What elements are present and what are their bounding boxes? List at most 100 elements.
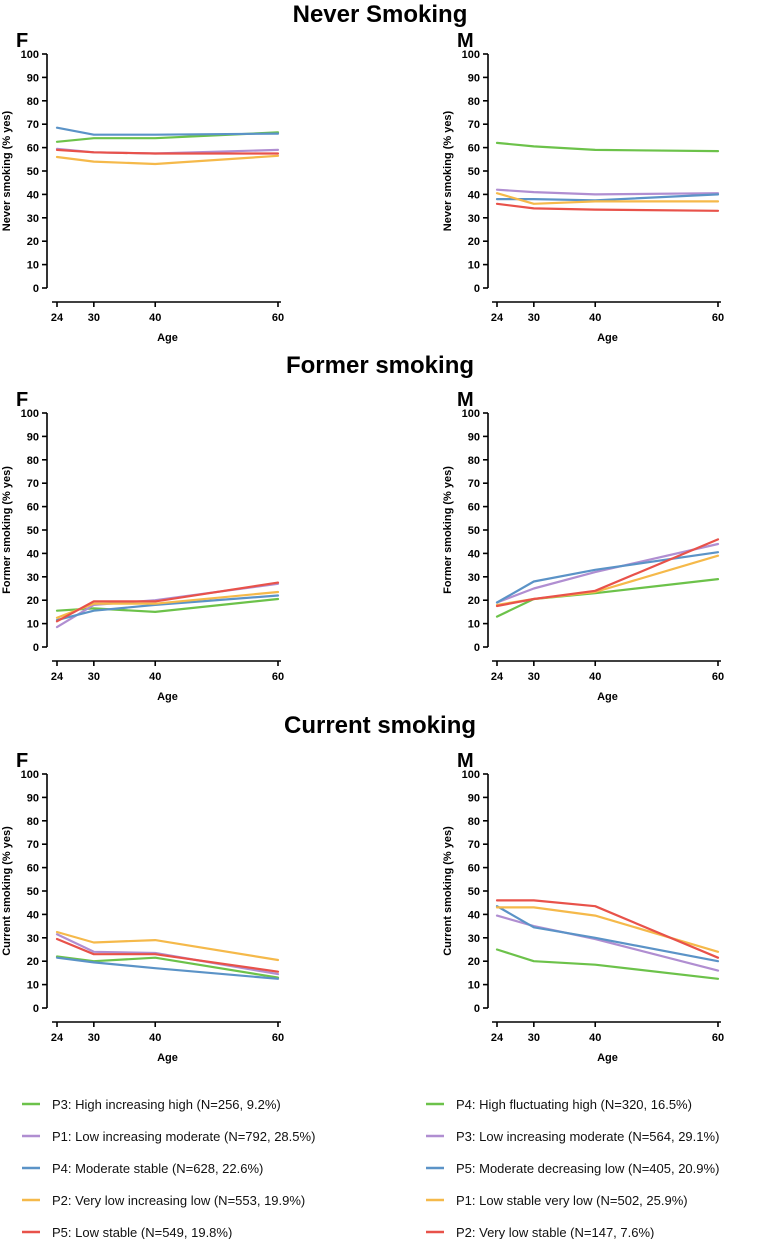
y-tick-label: 70	[468, 119, 480, 131]
y-tick-label: 10	[27, 619, 39, 631]
x-tick-label: 24	[491, 671, 504, 683]
y-tick-label: 60	[468, 502, 480, 514]
y-tick-label: 30	[27, 213, 39, 225]
y-tick-label: 70	[468, 839, 480, 851]
y-tick-label: 10	[468, 260, 480, 272]
series-line-green	[55, 131, 280, 143]
y-tick-label: 60	[468, 863, 480, 875]
y-tick-label: 10	[468, 980, 480, 992]
y-tick-label: 0	[474, 642, 480, 654]
legend-label: P3: Low increasing moderate (N=564, 29.1…	[456, 1129, 719, 1144]
legend-label: P5: Low stable (N=549, 19.8%)	[52, 1225, 232, 1239]
chart-panel-never-smoking-M: M 0 10 20 30 40 50 60 70 80 90 100 24 30 40 60 Age Never …	[442, 30, 724, 344]
x-axis-title: Age	[597, 1052, 618, 1064]
x-tick-label: 24	[491, 312, 504, 324]
legend: P3: High increasing high (N=256, 9.2%) P1…	[22, 1097, 719, 1239]
y-tick-label: 10	[468, 619, 480, 631]
y-tick-label: 100	[21, 408, 39, 420]
y-tick-label: 30	[468, 213, 480, 225]
x-tick-label: 30	[528, 671, 540, 683]
series-line-orange	[55, 930, 280, 962]
y-tick-label: 10	[27, 980, 39, 992]
x-tick-label: 40	[589, 1032, 601, 1044]
y-tick-label: 90	[27, 431, 39, 443]
y-tick-label: 50	[468, 525, 480, 537]
series-line-purple	[495, 542, 720, 604]
y-tick-label: 60	[27, 863, 39, 875]
series-line-blue	[495, 551, 720, 604]
x-tick-label: 30	[88, 671, 100, 683]
x-tick-label: 30	[88, 312, 100, 324]
y-tick-label: 80	[468, 455, 480, 467]
series-line-red	[495, 899, 720, 959]
y-tick-label: 80	[468, 96, 480, 108]
y-tick-label: 60	[27, 143, 39, 155]
legend-label: P3: High increasing high (N=256, 9.2%)	[52, 1097, 281, 1112]
y-tick-label: 80	[27, 96, 39, 108]
x-tick-label: 40	[149, 1032, 161, 1044]
y-tick-label: 70	[27, 478, 39, 490]
legend-label: P4: High fluctuating high (N=320, 16.5%)	[456, 1097, 692, 1112]
x-tick-label: 60	[272, 312, 284, 324]
y-axis-title: Never smoking (% yes)	[442, 110, 454, 231]
x-tick-label: 60	[272, 671, 284, 683]
panel-label: F	[16, 30, 28, 52]
legend-label: P2: Very low increasing low (N=553, 19.9…	[52, 1193, 305, 1208]
panel-label: M	[457, 389, 474, 411]
panel-label: M	[457, 750, 474, 772]
series-line-green	[55, 955, 280, 979]
y-tick-label: 20	[468, 236, 480, 248]
y-tick-label: 100	[21, 49, 39, 61]
chart-panel-current-smoking-M: M 0 10 20 30 40 50 60 70 80 90 100 24 30 40 60 Age Curren…	[442, 750, 724, 1064]
x-axis-title: Age	[157, 1052, 178, 1064]
y-tick-label: 60	[468, 143, 480, 155]
y-tick-label: 30	[27, 572, 39, 584]
panel-label: F	[16, 750, 28, 772]
y-tick-label: 50	[27, 166, 39, 178]
y-tick-label: 30	[468, 572, 480, 584]
legend-label: P5: Moderate decreasing low (N=405, 20.9…	[456, 1161, 719, 1176]
y-axis-title: Current smoking (% yes)	[1, 826, 13, 956]
series-line-blue	[495, 905, 720, 963]
y-tick-label: 40	[27, 909, 39, 921]
y-axis-title: Current smoking (% yes)	[442, 826, 454, 956]
y-tick-label: 90	[468, 792, 480, 804]
series-line-red	[55, 937, 280, 973]
x-axis-title: Age	[597, 332, 618, 344]
x-tick-label: 60	[712, 1032, 724, 1044]
y-tick-label: 100	[462, 769, 480, 781]
series-line-purple	[495, 188, 720, 196]
y-tick-label: 0	[474, 283, 480, 295]
y-tick-label: 50	[468, 166, 480, 178]
x-tick-label: 60	[712, 312, 724, 324]
y-tick-label: 20	[468, 956, 480, 968]
x-tick-label: 40	[149, 312, 161, 324]
y-tick-label: 100	[462, 408, 480, 420]
series-line-blue	[55, 126, 280, 136]
y-tick-label: 80	[27, 455, 39, 467]
y-tick-label: 20	[468, 595, 480, 607]
series-line-red	[495, 202, 720, 212]
series-line-red	[55, 581, 280, 623]
y-tick-label: 100	[462, 49, 480, 61]
x-axis-title: Age	[157, 332, 178, 344]
x-axis-title: Age	[157, 691, 178, 703]
y-tick-label: 0	[33, 1003, 39, 1015]
series-line-orange	[495, 192, 720, 205]
series-line-blue	[55, 956, 280, 980]
y-tick-label: 40	[27, 548, 39, 560]
y-tick-label: 90	[468, 72, 480, 84]
x-tick-label: 40	[589, 671, 601, 683]
section-title-current: Current smoking	[284, 712, 476, 739]
y-tick-label: 70	[27, 839, 39, 851]
y-tick-label: 40	[27, 189, 39, 201]
y-tick-label: 40	[468, 909, 480, 921]
x-tick-label: 60	[272, 1032, 284, 1044]
y-tick-label: 60	[27, 502, 39, 514]
y-tick-label: 50	[27, 886, 39, 898]
y-tick-label: 0	[33, 642, 39, 654]
chart-panel-former-smoking-M: M 0 10 20 30 40 50 60 70 80 90 100 24 30 40 60 Age Former…	[442, 389, 724, 703]
x-tick-label: 60	[712, 671, 724, 683]
series-line-red	[495, 538, 720, 608]
